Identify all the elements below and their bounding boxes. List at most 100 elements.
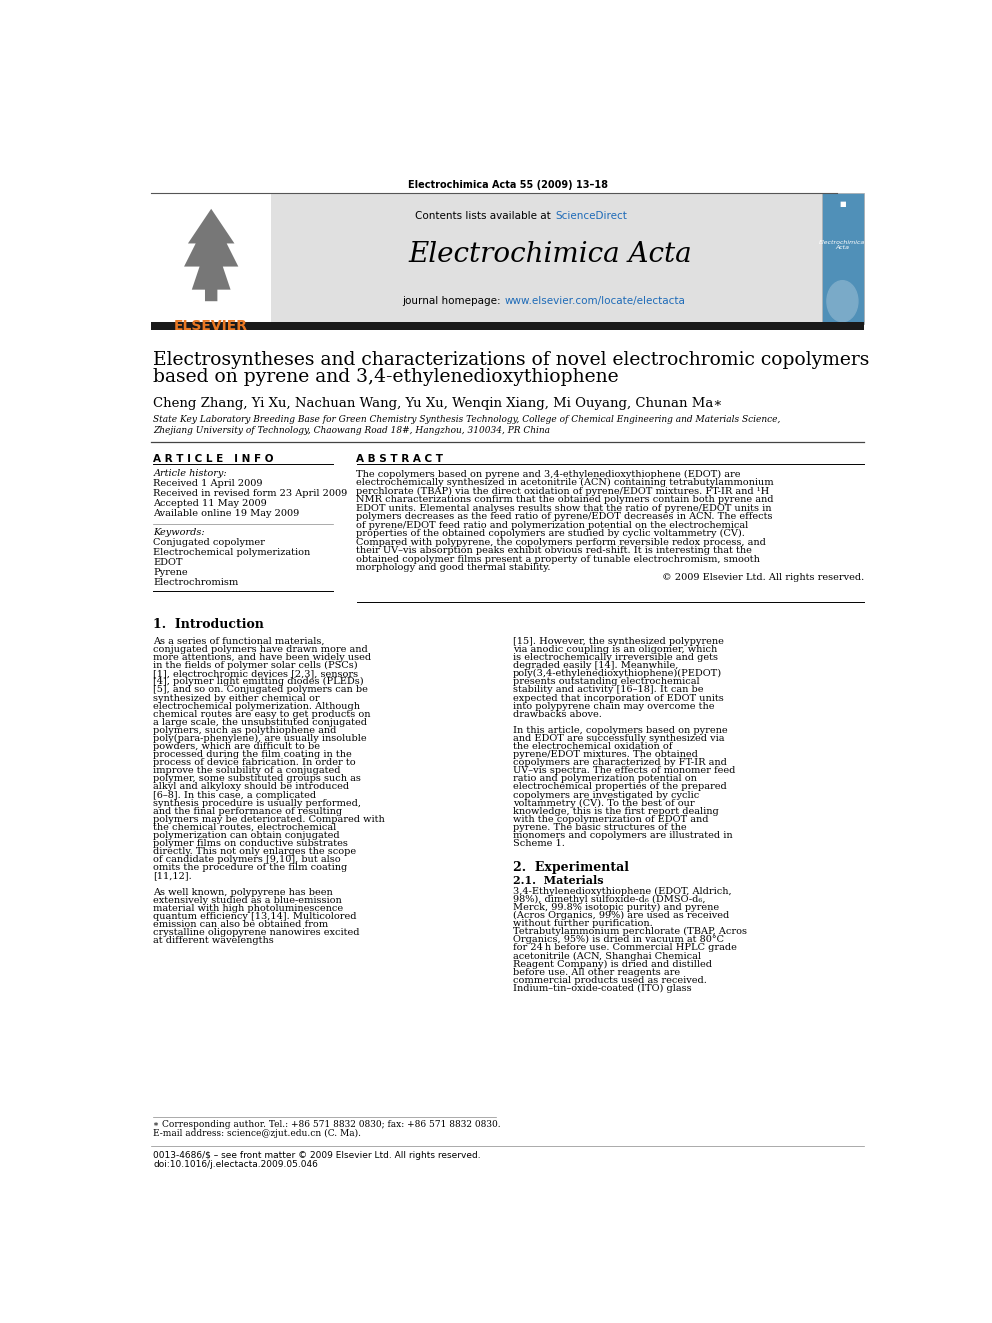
Text: 2.1.  Materials: 2.1. Materials — [513, 876, 604, 886]
Text: As a series of functional materials,: As a series of functional materials, — [154, 636, 325, 646]
Text: ELSEVIER: ELSEVIER — [175, 319, 248, 333]
Text: more attentions, and have been widely used: more attentions, and have been widely us… — [154, 654, 372, 662]
Text: Cheng Zhang, Yi Xu, Nachuan Wang, Yu Xu, Wenqin Xiang, Mi Ouyang, Chunan Ma∗: Cheng Zhang, Yi Xu, Nachuan Wang, Yu Xu,… — [154, 397, 723, 410]
Text: A B S T R A C T: A B S T R A C T — [356, 454, 443, 463]
Text: ScienceDirect: ScienceDirect — [555, 212, 627, 221]
Text: their UV–vis absorption peaks exhibit obvious red-shift. It is interesting that : their UV–vis absorption peaks exhibit ob… — [356, 546, 752, 556]
Text: morphology and good thermal stability.: morphology and good thermal stability. — [356, 564, 551, 572]
Text: journal homepage:: journal homepage: — [402, 296, 504, 306]
Text: Merck, 99.8% isotopic purity) and pyrene: Merck, 99.8% isotopic purity) and pyrene — [513, 904, 719, 912]
Text: [5], and so on. Conjugated polymers can be: [5], and so on. Conjugated polymers can … — [154, 685, 368, 695]
Text: [1], electrochromic devices [2,3], sensors: [1], electrochromic devices [2,3], senso… — [154, 669, 358, 679]
Text: copolymers are characterized by FT-IR and: copolymers are characterized by FT-IR an… — [513, 758, 727, 767]
Text: polymer films on conductive substrates: polymer films on conductive substrates — [154, 839, 348, 848]
Bar — [151, 321, 864, 329]
Bar — [821, 193, 864, 324]
Text: presents outstanding electrochemical: presents outstanding electrochemical — [513, 677, 699, 687]
Text: acetonitrile (ACN, Shanghai Chemical: acetonitrile (ACN, Shanghai Chemical — [513, 951, 701, 960]
Text: Electrosyntheses and characterizations of novel electrochromic copolymers: Electrosyntheses and characterizations o… — [154, 352, 870, 369]
Text: before use. All other reagents are: before use. All other reagents are — [513, 967, 681, 976]
Text: via anodic coupling is an oligomer, which: via anodic coupling is an oligomer, whic… — [513, 646, 717, 654]
Text: Compared with polypyrene, the copolymers perform reversible redox process, and: Compared with polypyrene, the copolymers… — [356, 537, 767, 546]
Text: Electrochromism: Electrochromism — [154, 578, 239, 586]
Text: In this article, copolymers based on pyrene: In this article, copolymers based on pyr… — [513, 726, 728, 734]
Text: emission can also be obtained from: emission can also be obtained from — [154, 919, 328, 929]
Text: Indium–tin–oxide-coated (ITO) glass: Indium–tin–oxide-coated (ITO) glass — [513, 984, 691, 994]
Text: polymers, such as polythiophene and: polymers, such as polythiophene and — [154, 726, 337, 734]
Text: Scheme 1.: Scheme 1. — [513, 839, 564, 848]
Text: improve the solubility of a conjugated: improve the solubility of a conjugated — [154, 766, 341, 775]
Text: 0013-4686/$ – see front matter © 2009 Elsevier Ltd. All rights reserved.: 0013-4686/$ – see front matter © 2009 El… — [154, 1151, 481, 1159]
Text: polymers decreases as the feed ratio of pyrene/EDOT decreases in ACN. The effect: polymers decreases as the feed ratio of … — [356, 512, 773, 521]
Text: of candidate polymers [9,10], but also: of candidate polymers [9,10], but also — [154, 855, 341, 864]
Text: at different wavelengths: at different wavelengths — [154, 937, 274, 945]
Text: doi:10.1016/j.electacta.2009.05.046: doi:10.1016/j.electacta.2009.05.046 — [154, 1160, 318, 1168]
Circle shape — [827, 280, 858, 321]
Text: [11,12].: [11,12]. — [154, 872, 192, 880]
Text: Electrochimica Acta: Electrochimica Acta — [409, 241, 692, 269]
Text: the electrochemical oxidation of: the electrochemical oxidation of — [513, 742, 673, 751]
Text: pyrene/EDOT mixtures. The obtained: pyrene/EDOT mixtures. The obtained — [513, 750, 698, 759]
Bar — [271, 193, 821, 324]
Text: chemical routes are easy to get products on: chemical routes are easy to get products… — [154, 709, 371, 718]
Text: [4], polymer light emitting diodes (PLEDs): [4], polymer light emitting diodes (PLED… — [154, 677, 364, 687]
Text: Electrochimica
Acta: Electrochimica Acta — [819, 239, 866, 250]
Text: poly(3,4-ethylenedioxythiophene)(PEDOT): poly(3,4-ethylenedioxythiophene)(PEDOT) — [513, 669, 722, 679]
Text: EDOT units. Elemental analyses results show that the ratio of pyrene/EDOT units : EDOT units. Elemental analyses results s… — [356, 504, 772, 513]
Text: directly. This not only enlarges the scope: directly. This not only enlarges the sco… — [154, 847, 356, 856]
Text: [6–8]. In this case, a complicated: [6–8]. In this case, a complicated — [154, 791, 316, 799]
Text: polymerization can obtain conjugated: polymerization can obtain conjugated — [154, 831, 340, 840]
Text: Tetrabutylammonium perchlorate (TBAP, Acros: Tetrabutylammonium perchlorate (TBAP, Ac… — [513, 927, 747, 937]
Text: polymer, some substituted groups such as: polymer, some substituted groups such as — [154, 774, 361, 783]
Text: with the copolymerization of EDOT and: with the copolymerization of EDOT and — [513, 815, 708, 824]
Text: processed during the film coating in the: processed during the film coating in the — [154, 750, 352, 759]
Text: NMR characterizations confirm that the obtained polymers contain both pyrene and: NMR characterizations confirm that the o… — [356, 495, 774, 504]
Text: into polypyrene chain may overcome the: into polypyrene chain may overcome the — [513, 701, 714, 710]
Text: extensively studied as a blue-emission: extensively studied as a blue-emission — [154, 896, 342, 905]
Text: copolymers are investigated by cyclic: copolymers are investigated by cyclic — [513, 791, 699, 799]
Text: Organics, 95%) is dried in vacuum at 80°C: Organics, 95%) is dried in vacuum at 80°… — [513, 935, 724, 945]
Text: The copolymers based on pyrene and 3,4-ethylenedioxythiophene (EDOT) are: The copolymers based on pyrene and 3,4-e… — [356, 470, 741, 479]
Text: electrochemically synthesized in acetonitrile (ACN) containing tetrabutylammoniu: electrochemically synthesized in acetoni… — [356, 479, 774, 487]
Text: electrochemical properties of the prepared: electrochemical properties of the prepar… — [513, 782, 727, 791]
Text: Zhejiang University of Technology, Chaowang Road 18#, Hangzhou, 310034, PR China: Zhejiang University of Technology, Chaow… — [154, 426, 551, 435]
Polygon shape — [185, 209, 238, 302]
Text: alkyl and alkyloxy should be introduced: alkyl and alkyloxy should be introduced — [154, 782, 349, 791]
Text: a large scale, the unsubstituted conjugated: a large scale, the unsubstituted conjuga… — [154, 718, 367, 726]
Text: ∗ Corresponding author. Tel.: +86 571 8832 0830; fax: +86 571 8832 0830.: ∗ Corresponding author. Tel.: +86 571 88… — [154, 1119, 501, 1129]
Text: commercial products used as received.: commercial products used as received. — [513, 976, 707, 984]
Text: 98%), dimethyl sulfoxide-d₆ (DMSO-d₆,: 98%), dimethyl sulfoxide-d₆ (DMSO-d₆, — [513, 894, 705, 904]
Text: electrochemical polymerization. Although: electrochemical polymerization. Although — [154, 701, 360, 710]
Text: 3,4-Ethylenedioxythiophene (EDOT, Aldrich,: 3,4-Ethylenedioxythiophene (EDOT, Aldric… — [513, 886, 732, 896]
Text: E-mail address: science@zjut.edu.cn (C. Ma).: E-mail address: science@zjut.edu.cn (C. … — [154, 1129, 361, 1138]
Text: 2.  Experimental: 2. Experimental — [513, 861, 629, 875]
Text: expected that incorporation of EDOT units: expected that incorporation of EDOT unit… — [513, 693, 724, 703]
Text: Available online 19 May 2009: Available online 19 May 2009 — [154, 509, 300, 519]
Text: omits the procedure of the film coating: omits the procedure of the film coating — [154, 864, 348, 872]
Text: Keywords:: Keywords: — [154, 528, 205, 537]
Text: of pyrene/EDOT feed ratio and polymerization potential on the electrochemical: of pyrene/EDOT feed ratio and polymeriza… — [356, 521, 749, 529]
Text: monomers and copolymers are illustrated in: monomers and copolymers are illustrated … — [513, 831, 733, 840]
Text: synthesized by either chemical or: synthesized by either chemical or — [154, 693, 320, 703]
Text: poly(para-phenylene), are usually insoluble: poly(para-phenylene), are usually insolu… — [154, 734, 367, 744]
Text: properties of the obtained copolymers are studied by cyclic voltammetry (CV).: properties of the obtained copolymers ar… — [356, 529, 745, 538]
Text: based on pyrene and 3,4-ethylenedioxythiophene: based on pyrene and 3,4-ethylenedioxythi… — [154, 368, 619, 386]
Text: A R T I C L E   I N F O: A R T I C L E I N F O — [154, 454, 274, 463]
Text: [15]. However, the synthesized polypyrene: [15]. However, the synthesized polypyren… — [513, 636, 724, 646]
Text: and EDOT are successfully synthesized via: and EDOT are successfully synthesized vi… — [513, 734, 724, 744]
Text: Article history:: Article history: — [154, 470, 227, 478]
Text: 1.  Introduction: 1. Introduction — [154, 618, 264, 631]
Text: powders, which are difficult to be: powders, which are difficult to be — [154, 742, 320, 751]
Text: material with high photoluminescence: material with high photoluminescence — [154, 904, 343, 913]
Text: As well known, polypyrene has been: As well known, polypyrene has been — [154, 888, 333, 897]
Text: (Acros Organics, 99%) are used as received: (Acros Organics, 99%) are used as receiv… — [513, 912, 729, 921]
Text: voltammetry (CV). To the best of our: voltammetry (CV). To the best of our — [513, 799, 694, 808]
Text: www.elsevier.com/locate/electacta: www.elsevier.com/locate/electacta — [505, 296, 685, 306]
Text: quantum efficiency [13,14]. Multicolored: quantum efficiency [13,14]. Multicolored — [154, 912, 357, 921]
Text: knowledge, this is the first report dealing: knowledge, this is the first report deal… — [513, 807, 719, 816]
Text: EDOT: EDOT — [154, 557, 183, 566]
Text: Reagent Company) is dried and distilled: Reagent Company) is dried and distilled — [513, 959, 712, 968]
Text: polymers may be deteriorated. Compared with: polymers may be deteriorated. Compared w… — [154, 815, 385, 824]
Text: for 24 h before use. Commercial HPLC grade: for 24 h before use. Commercial HPLC gra… — [513, 943, 737, 953]
Text: Pyrene: Pyrene — [154, 568, 188, 577]
